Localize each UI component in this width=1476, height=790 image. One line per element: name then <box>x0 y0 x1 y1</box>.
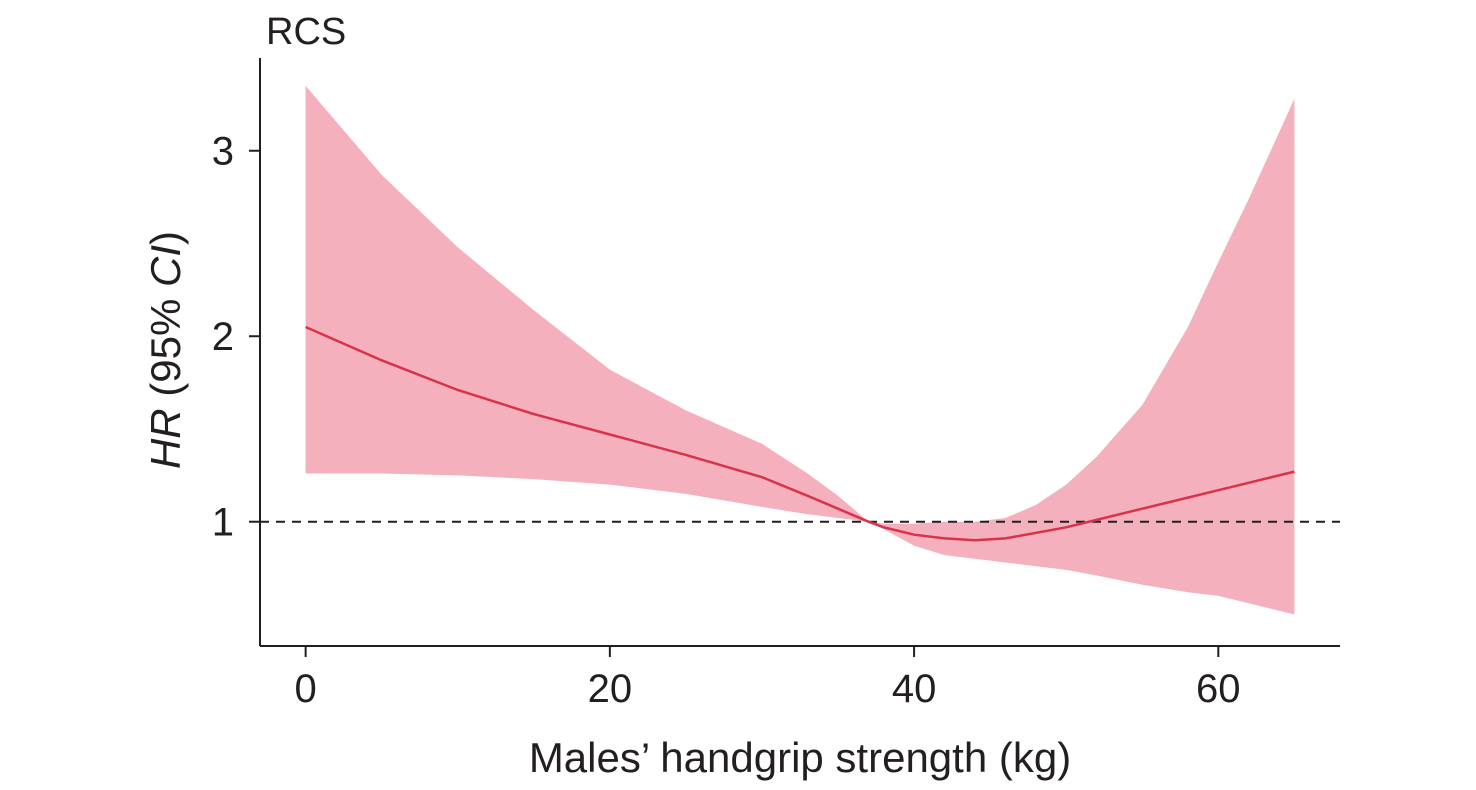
x-tick-label: 60 <box>1196 667 1241 711</box>
y-tick-label: 1 <box>212 501 234 545</box>
axes: 0 20 40 60 1 2 3 <box>212 58 1340 711</box>
x-tick-label: 20 <box>588 667 633 711</box>
y-axis-label-end: ) <box>142 231 189 245</box>
ci-band <box>305 85 1295 615</box>
hr-line <box>305 325 1295 542</box>
y-axis-label: HR (95% CI) <box>142 231 189 469</box>
x-tick-label: 0 <box>295 667 317 711</box>
y-axis-label-mid: (95% <box>142 287 189 408</box>
y-axis-label-hr: HR <box>142 408 189 469</box>
y-axis-label-ci: CI <box>142 245 189 287</box>
plot-area <box>260 85 1340 615</box>
x-tick-label: 40 <box>892 667 937 711</box>
chart-title: RCS <box>266 11 346 53</box>
y-tick-label: 3 <box>212 130 234 174</box>
x-axis-label: Males’ handgrip strength (kg) <box>529 734 1071 781</box>
y-tick-label: 2 <box>212 315 234 359</box>
